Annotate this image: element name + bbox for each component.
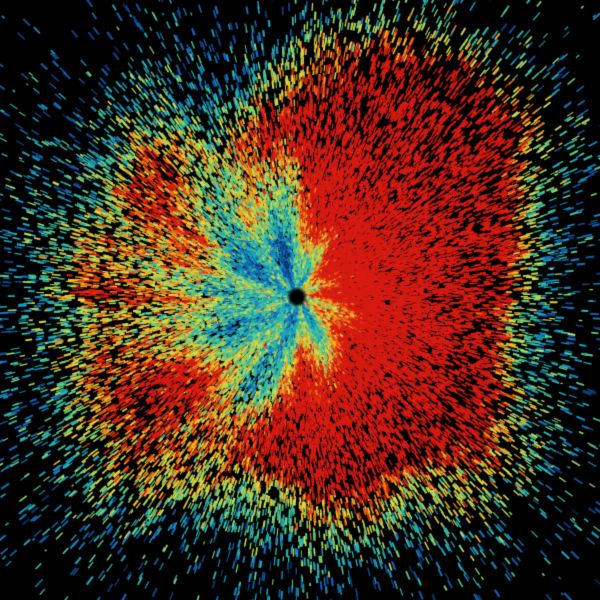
supernova-remnant-intensity-map (0, 0, 600, 600)
image-canvas-container (0, 0, 600, 600)
